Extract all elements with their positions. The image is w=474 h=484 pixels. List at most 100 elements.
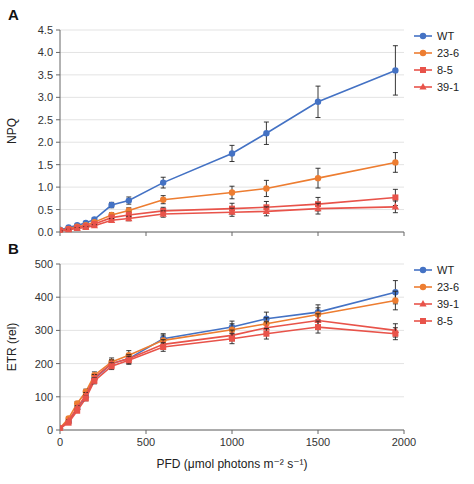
- y-tick-label: 200: [35, 358, 53, 370]
- x-tick-label: 1000: [220, 436, 244, 448]
- point: [109, 363, 115, 369]
- point: [229, 189, 235, 195]
- legend-label: 39-1: [437, 81, 459, 93]
- point: [263, 331, 269, 337]
- y-tick: [56, 142, 60, 143]
- series-line: [60, 301, 395, 429]
- point: [66, 420, 72, 426]
- error-bar: [393, 153, 398, 173]
- grid-line: [60, 396, 404, 397]
- y-tick: [56, 396, 60, 397]
- legend-label: 8-5: [437, 315, 453, 327]
- series-line: [60, 70, 395, 229]
- y-tick-label: 2.5: [38, 114, 53, 126]
- y-tick: [56, 187, 60, 188]
- series-line: [60, 320, 395, 428]
- error-bar: [393, 291, 398, 310]
- point: [160, 196, 166, 202]
- y-tick-label: 3.0: [38, 91, 53, 103]
- point: [65, 226, 72, 233]
- x-tick: [318, 232, 319, 236]
- x-tick: [404, 430, 405, 434]
- error-bar: [316, 168, 321, 188]
- plot-area: [60, 281, 399, 431]
- series: [60, 281, 399, 431]
- y-tick: [56, 209, 60, 210]
- x-tick: [232, 232, 233, 236]
- error-bar: [109, 363, 114, 370]
- grid-line: [60, 142, 404, 143]
- y-tick-label: 0: [47, 424, 53, 436]
- y-tick: [56, 330, 60, 331]
- y-tick: [56, 119, 60, 120]
- y-tick-label: 1.0: [38, 181, 53, 193]
- error-bar: [126, 356, 131, 364]
- error-bar: [264, 180, 269, 196]
- legend-label: 23-6: [437, 281, 459, 293]
- point: [60, 227, 64, 232]
- x-tick: [146, 430, 147, 434]
- point: [315, 175, 321, 181]
- legend: WT23-68-539-1: [414, 30, 459, 93]
- series-line: [60, 197, 395, 230]
- x-tick: [404, 232, 405, 236]
- error-bar: [109, 202, 114, 207]
- point: [83, 223, 89, 229]
- series: [60, 189, 398, 232]
- y-tick: [56, 164, 60, 165]
- y-tick: [56, 232, 60, 233]
- grid-line: [60, 264, 404, 265]
- y-tick: [56, 297, 60, 298]
- point: [60, 425, 63, 430]
- point: [125, 215, 132, 222]
- chart: 0.00.51.01.52.02.53.03.54.04.5ANPQWT23-6…: [0, 0, 474, 484]
- y-axis-label: NPQ: [5, 118, 19, 144]
- panel-title: B: [8, 240, 19, 257]
- series-line: [60, 327, 395, 428]
- y-tick-label: 4.0: [38, 46, 53, 58]
- point: [60, 227, 63, 232]
- y-axis: [60, 30, 61, 232]
- error-bar: [316, 86, 321, 117]
- point: [60, 424, 64, 430]
- point: [228, 208, 235, 215]
- point: [82, 224, 89, 231]
- legend-marker: [420, 267, 426, 273]
- panel: 0.00.51.01.52.02.53.03.54.04.5ANPQWT23-6…: [5, 6, 459, 238]
- point: [60, 425, 63, 430]
- error-bar: [264, 122, 269, 144]
- series-line: [60, 162, 395, 230]
- point: [74, 225, 80, 231]
- point: [65, 226, 71, 232]
- error-bar: [316, 321, 321, 333]
- error-bar: [230, 334, 235, 344]
- error-bar: [92, 378, 97, 384]
- series: [60, 46, 399, 233]
- y-axis: [60, 264, 61, 430]
- y-tick-label: 500: [35, 258, 53, 270]
- point: [229, 150, 235, 156]
- error-bar: [161, 177, 166, 188]
- y-axis-label: ETR (rel): [5, 323, 19, 372]
- error-bar: [264, 328, 269, 339]
- error-bar: [230, 186, 235, 199]
- point: [392, 194, 398, 200]
- series-line: [60, 292, 395, 428]
- legend-marker: [420, 318, 426, 324]
- error-bar: [161, 196, 166, 204]
- grid-line: [60, 30, 404, 31]
- point: [392, 297, 398, 303]
- series: [60, 201, 399, 232]
- legend-marker: [420, 67, 426, 73]
- point: [392, 67, 398, 73]
- series: [60, 314, 399, 431]
- y-tick-label: 100: [35, 391, 53, 403]
- plot-area: [60, 46, 399, 233]
- legend-marker: [420, 33, 426, 39]
- error-bar: [393, 46, 398, 95]
- y-tick: [56, 97, 60, 98]
- y-tick-label: 400: [35, 291, 53, 303]
- x-tick-label: 1500: [306, 436, 330, 448]
- y-tick: [56, 363, 60, 364]
- grid-line: [60, 164, 404, 165]
